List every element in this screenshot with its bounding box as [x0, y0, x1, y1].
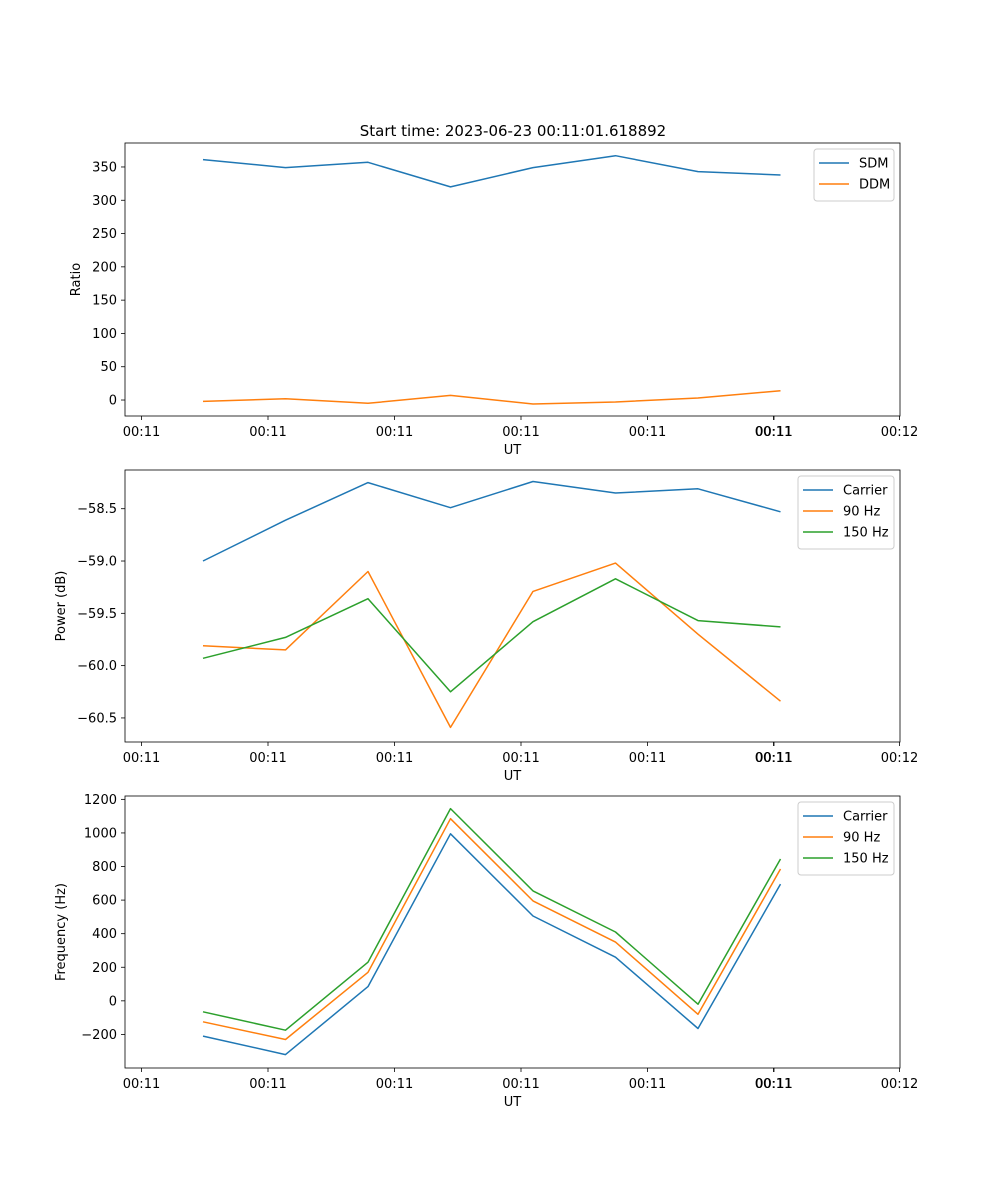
y-tick-label: 350: [92, 160, 117, 175]
x-tick-label: 00:11: [629, 1077, 666, 1092]
axes-frame: [124, 142, 901, 417]
y-axis-label: Ratio: [69, 263, 84, 296]
figure-title: Start time: 2023-06-23 00:11:01.618892: [360, 122, 666, 140]
x-axis-label: UT: [504, 1095, 522, 1110]
y-tick-label: 200: [92, 961, 117, 976]
y-tick-label: 0: [109, 994, 117, 1009]
x-tick-label: 00:11: [123, 425, 160, 440]
y-tick-label: −58.5: [77, 502, 117, 517]
x-tick-label: 00:11: [249, 1077, 286, 1092]
y-tick-label: −60.5: [77, 711, 117, 726]
y-tick-label: 200: [92, 260, 117, 275]
x-tick-label: 00:11: [376, 1077, 413, 1092]
y-tick-label: 250: [92, 227, 117, 242]
legend-box: [813, 148, 895, 202]
x-tick-label: 00:11: [502, 751, 539, 766]
legend: Carrier 90 Hz 150 Hz: [797, 475, 895, 550]
x-tick-label: 00:11: [123, 751, 160, 766]
x-axis-label: UT: [504, 443, 522, 458]
x-tick-label: 00:12: [881, 425, 918, 440]
y-tick-label: 1000: [84, 826, 117, 841]
y-tick-label: 0: [109, 394, 117, 409]
y-axis-label: Power (dB): [54, 571, 69, 642]
legend-label: SDM: [859, 157, 888, 172]
axes-frame: [124, 469, 901, 743]
x-tick-label: 00:11: [376, 751, 413, 766]
y-tick-label: 600: [92, 894, 117, 909]
legend-label: 150 Hz: [843, 526, 889, 541]
legend-box: [797, 801, 895, 876]
legend-box: [797, 475, 895, 550]
y-tick-label: 1200: [84, 793, 117, 808]
x-tick-label: 00:11: [502, 1077, 539, 1092]
x-tick-label: 00:11: [629, 425, 666, 440]
y-tick-label: −60.0: [77, 659, 117, 674]
series-line-2-1: [202, 817, 782, 1041]
series-line-1-0: [202, 480, 781, 562]
legend-label: Carrier: [843, 810, 888, 825]
x-tick-label: 00:11: [629, 751, 666, 766]
series-line-2-0: [202, 833, 782, 1056]
series-line-0-1: [202, 389, 781, 405]
y-tick-label: 400: [92, 927, 117, 942]
legend-label: 90 Hz: [843, 831, 880, 846]
axes-frame: [124, 795, 901, 1069]
x-tick-label: 00:11: [755, 425, 792, 440]
y-tick-label: −59.0: [77, 555, 117, 570]
series-line-1-1: [202, 562, 781, 729]
y-tick-label: 50: [100, 360, 117, 375]
x-tick-label: 00:11: [755, 1077, 792, 1092]
x-tick-label: 00:12: [881, 751, 918, 766]
x-tick-label: 00:11: [755, 751, 792, 766]
x-tick-label: 00:11: [755, 751, 792, 766]
x-tick-label: 00:11: [755, 1077, 792, 1092]
series-line-0-0: [202, 154, 781, 188]
legend-label: 150 Hz: [843, 852, 889, 867]
legend-label: 90 Hz: [843, 505, 880, 520]
x-tick-label: 00:11: [249, 425, 286, 440]
y-tick-label: 100: [92, 327, 117, 342]
x-tick-label: 00:11: [755, 425, 792, 440]
y-tick-label: 150: [92, 294, 117, 309]
series-line-1-2: [202, 578, 781, 693]
series-line-2-2: [202, 807, 782, 1031]
y-tick-label: −200: [81, 1028, 117, 1043]
legend-label: Carrier: [843, 484, 888, 499]
y-tick-label: −59.5: [77, 607, 117, 622]
x-tick-label: 00:11: [502, 425, 539, 440]
legend: Carrier 90 Hz 150 Hz: [797, 801, 895, 876]
x-tick-label: 00:12: [881, 1077, 918, 1092]
x-tick-label: 00:11: [376, 425, 413, 440]
x-tick-label: 00:11: [249, 751, 286, 766]
x-tick-label: 00:11: [123, 1077, 160, 1092]
y-axis-label: Frequency (Hz): [54, 883, 69, 981]
legend: SDM DDM: [813, 148, 895, 202]
legend-label: DDM: [859, 178, 890, 193]
y-tick-label: 800: [92, 860, 117, 875]
y-tick-label: 300: [92, 194, 117, 209]
x-axis-label: UT: [504, 769, 522, 784]
